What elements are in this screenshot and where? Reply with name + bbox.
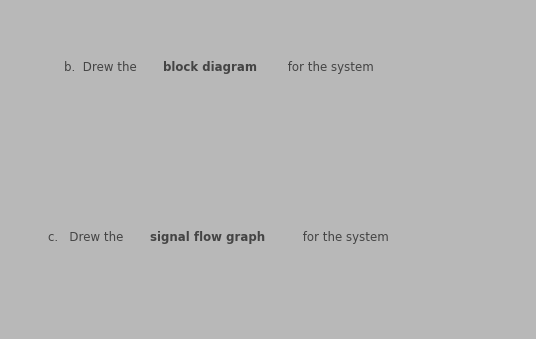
Text: for the system: for the system (299, 231, 389, 244)
Text: for the system: for the system (284, 61, 374, 74)
Text: signal flow graph: signal flow graph (150, 231, 265, 244)
Text: c.   Drew the: c. Drew the (48, 231, 128, 244)
Text: b.  Drew the: b. Drew the (64, 61, 141, 74)
Text: block diagram: block diagram (163, 61, 257, 74)
